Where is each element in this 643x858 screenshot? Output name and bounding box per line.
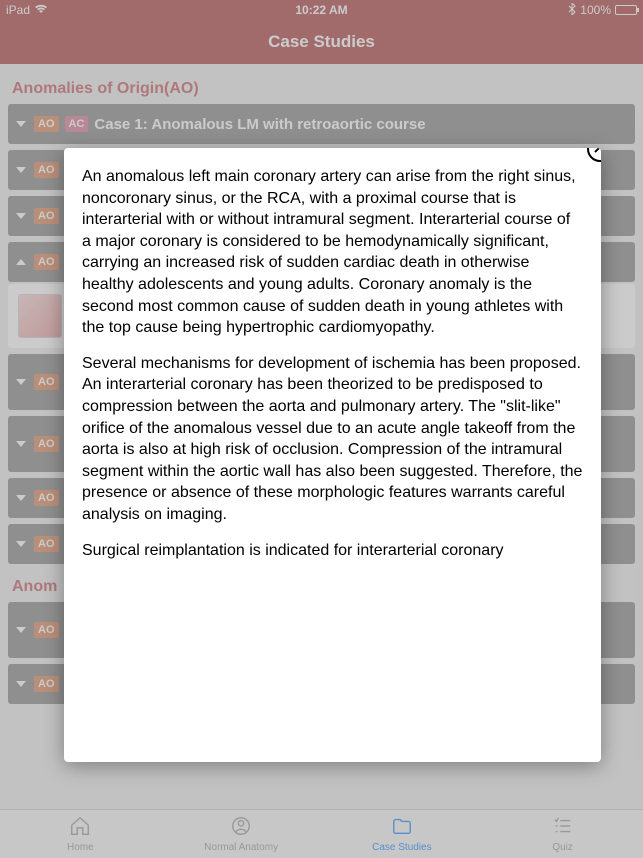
modal-paragraph: Several mechanisms for development of is… xyxy=(82,353,583,526)
modal-paragraph: An anomalous left main coronary artery c… xyxy=(82,166,583,339)
close-icon xyxy=(594,148,601,160)
detail-modal: An anomalous left main coronary artery c… xyxy=(64,148,601,762)
close-button[interactable] xyxy=(587,148,601,162)
modal-paragraph: Surgical reimplantation is indicated for… xyxy=(82,540,583,562)
screen: iPad 10:22 AM 100% Case Studies Anomalie… xyxy=(0,0,643,858)
